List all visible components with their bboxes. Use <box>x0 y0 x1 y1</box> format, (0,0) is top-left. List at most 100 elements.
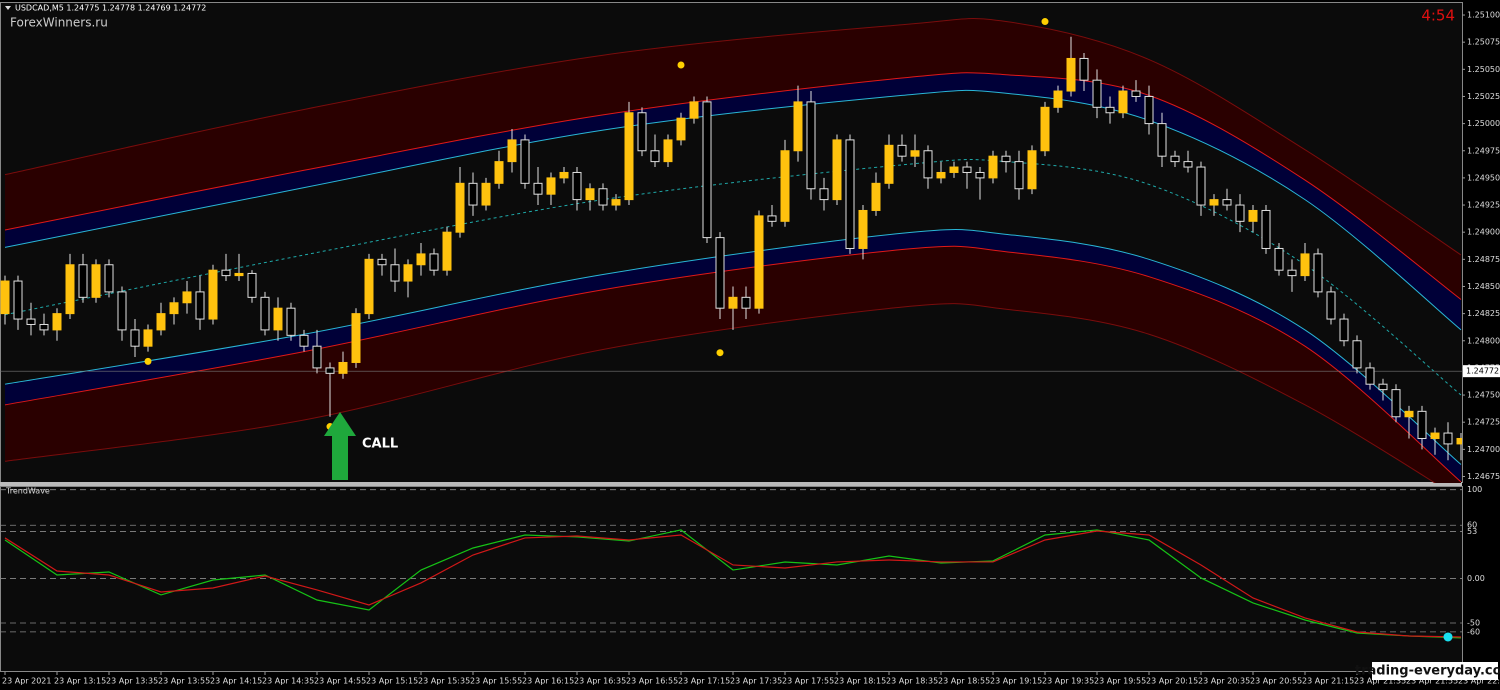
candle-body <box>364 258 374 315</box>
candle-body <box>1027 150 1037 190</box>
band-fill <box>5 246 1461 483</box>
x-tick-label: 23 Apr 21:15 <box>1302 677 1354 686</box>
candle-body <box>637 112 647 152</box>
candle-body <box>338 361 348 374</box>
candle-body <box>1157 123 1167 157</box>
candle-body <box>936 171 946 179</box>
candle-body <box>195 291 205 320</box>
x-tick-label: 23 Apr 15:55 <box>470 677 522 686</box>
x-tick-label: 23 Apr 15:35 <box>418 677 470 686</box>
candle-body <box>455 182 465 233</box>
indicator-title: TrendWave <box>5 487 50 496</box>
candle-body <box>663 139 673 163</box>
panel-separator <box>0 482 1462 486</box>
candle-body <box>1352 340 1362 369</box>
y-tick-label: 1.24750 <box>1467 391 1500 400</box>
candle-body <box>1365 367 1375 385</box>
symbol-info: USDCAD,M5 1.24775 1.24778 1.24769 1.2477… <box>15 4 206 13</box>
candle-body <box>858 209 868 249</box>
y-tick-label: 1.24850 <box>1467 282 1500 291</box>
candle-body <box>1001 155 1011 163</box>
candle-body <box>26 318 36 325</box>
candle-body <box>793 101 803 152</box>
candle-body <box>897 144 907 157</box>
candle-body <box>819 188 829 201</box>
candle-body <box>52 313 62 331</box>
candle-body <box>1443 432 1453 445</box>
candle-body <box>1079 57 1089 81</box>
candle-body <box>299 334 309 347</box>
candle-body <box>676 117 686 141</box>
candle-body <box>325 367 335 374</box>
credit: trading-everyday.com <box>1355 664 1500 679</box>
candle-body <box>728 296 738 309</box>
oscillator-plot <box>0 489 1462 639</box>
oscillator-panel <box>0 486 1463 672</box>
x-tick-label: 23 Apr 20:55 <box>1250 677 1302 686</box>
candle-body <box>1092 79 1102 108</box>
y-tick-label: 1.24825 <box>1467 309 1500 318</box>
x-tick-label: 23 Apr 21:35 <box>1354 677 1406 686</box>
y-tick-label: 1.24700 <box>1467 445 1500 454</box>
candle-body <box>390 264 400 282</box>
candle-body <box>1404 410 1414 418</box>
candle-body <box>949 166 959 173</box>
y-tick-label: 1.24950 <box>1467 173 1500 182</box>
x-tick-label: 23 Apr 18:35 <box>886 677 938 686</box>
candle-body <box>845 139 855 249</box>
candle-body <box>559 171 569 179</box>
candle-body <box>741 296 751 309</box>
x-tick-label: 23 Apr 19:35 <box>1042 677 1094 686</box>
y-tick-label: -50 <box>1467 619 1480 628</box>
candle-body <box>1183 161 1193 168</box>
candle-body <box>1248 209 1258 222</box>
candle-body <box>585 188 595 201</box>
candle-body <box>78 264 88 298</box>
candle-body <box>221 269 231 277</box>
x-tick-label: 23 Apr 13:35 <box>106 677 158 686</box>
y-tick-label: 1.24925 <box>1467 201 1500 210</box>
candle-body <box>13 280 23 320</box>
y-tick-label: 1.24975 <box>1467 146 1500 155</box>
candle-body <box>273 307 283 331</box>
y-tick-label: 1.24900 <box>1467 228 1500 237</box>
band-line <box>4 18 1462 256</box>
x-tick-label: 23 Apr 16:35 <box>574 677 626 686</box>
candle-body <box>260 296 270 331</box>
candle-body <box>884 144 894 184</box>
oscillator-line <box>4 530 1462 638</box>
candle-body <box>1040 106 1050 152</box>
candle-body <box>572 171 582 201</box>
x-tick-label: 23 Apr 20:15 <box>1146 677 1198 686</box>
candle-body <box>1391 389 1401 418</box>
candle-body <box>533 182 543 195</box>
y-tick-label: 1.24725 <box>1467 418 1500 427</box>
watermark: ForexWinners.ru <box>10 16 108 30</box>
candle-body <box>650 150 660 163</box>
candle-body <box>468 182 478 206</box>
y-tick-label: 1.25075 <box>1467 38 1500 47</box>
candle-body <box>507 139 517 163</box>
candle-body <box>442 231 452 271</box>
candle-body <box>1131 90 1141 97</box>
x-tick-label: 23 Apr 17:35 <box>730 677 782 686</box>
candle-body <box>156 313 166 331</box>
candle-body <box>1417 410 1427 439</box>
x-tick-label: 23 Apr 13:15 <box>54 677 106 686</box>
x-tick-label: 23 Apr 14:55 <box>314 677 366 686</box>
candle-body <box>286 307 296 336</box>
candle-body <box>1339 318 1349 342</box>
candle-body <box>832 139 842 201</box>
price-label-box <box>1463 365 1500 378</box>
signal-dot <box>1041 18 1049 26</box>
x-tick-label: 23 Apr 18:55 <box>938 677 990 686</box>
x-tick-label: 23 Apr 19:55 <box>1094 677 1146 686</box>
candle-body <box>65 264 75 315</box>
y-tick-label: 60 <box>1467 521 1477 530</box>
candle-body <box>247 272 257 298</box>
candle-body <box>624 112 634 201</box>
candle-body <box>780 150 790 222</box>
candle-body <box>1144 95 1154 125</box>
signal-dot <box>144 357 152 365</box>
candle-body <box>1066 57 1076 92</box>
